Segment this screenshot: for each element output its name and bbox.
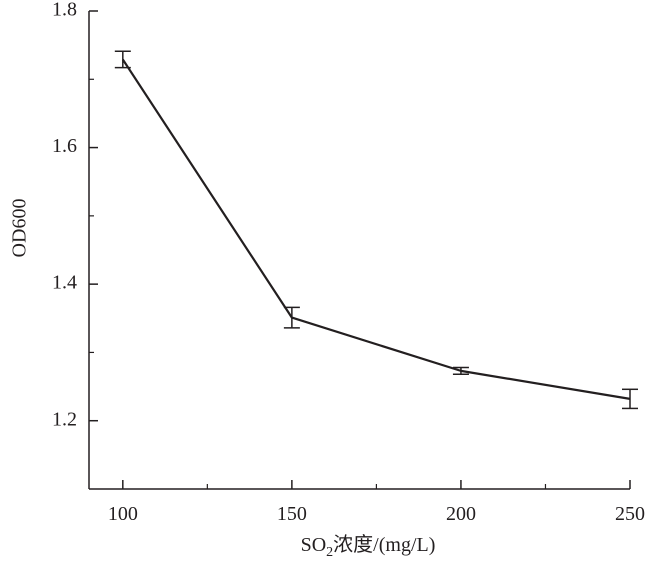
x-axis-title-prefix: SO [301,534,327,556]
x-axis-title-suffix: 浓度/(mg/L) [333,533,435,556]
x-tick-label: 100 [108,503,138,525]
y-tick-label: 1.6 [52,135,77,157]
error-bar [114,50,131,69]
error-bar [622,388,638,410]
x-axis-title-subscript: 2 [326,545,333,560]
error-bar [283,306,300,329]
ticks: 1.2 1.4 1.6 1.8 100 150 200 250 [52,0,645,525]
y-axis-title: OD600 [9,199,31,258]
y-tick-label: 1.2 [52,408,77,430]
x-tick-label: 250 [615,503,645,525]
axes [88,11,630,490]
y-tick-label: 1.4 [52,272,77,294]
x-tick-label: 200 [446,503,476,525]
series-line [121,58,631,400]
error-bar [452,366,469,376]
x-axis-title: SO2浓度/(mg/L) [301,533,436,560]
y-tick-label: 1.8 [52,0,77,21]
series [114,50,638,410]
x-tick-label: 150 [277,503,307,525]
